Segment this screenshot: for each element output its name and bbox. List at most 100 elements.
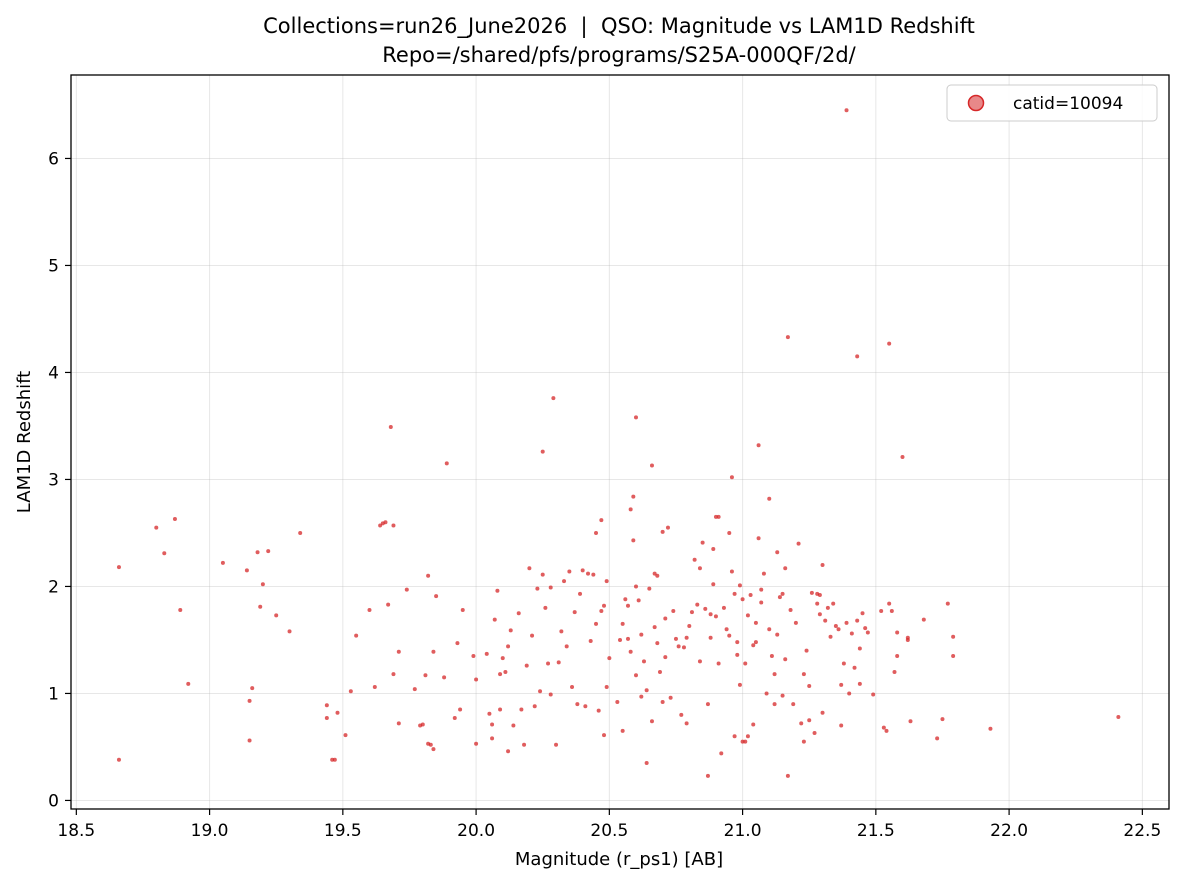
data-point [737, 583, 742, 588]
data-point [689, 610, 694, 615]
data-point [745, 613, 750, 618]
data-point [921, 617, 926, 622]
data-point [857, 681, 862, 686]
data-point [729, 569, 734, 574]
data-point [586, 571, 591, 576]
data-point [562, 579, 567, 584]
data-point [935, 736, 940, 741]
data-point [567, 569, 572, 574]
data-point [735, 652, 740, 657]
x-tick-label: 20.0 [457, 821, 495, 841]
data-point [759, 587, 764, 592]
data-point [556, 660, 561, 665]
data-point [178, 607, 183, 612]
data-point [727, 633, 732, 638]
data-point [748, 593, 753, 598]
data-point [665, 525, 670, 530]
data-point [426, 573, 431, 578]
data-point [255, 550, 260, 555]
x-tick-label: 18.5 [57, 821, 95, 841]
data-point [740, 597, 745, 602]
data-point [673, 636, 678, 641]
data-point [625, 603, 630, 608]
data-point [298, 530, 303, 535]
data-point [116, 565, 121, 570]
data-point [695, 602, 700, 607]
data-point [785, 773, 790, 778]
data-point [708, 612, 713, 617]
data-point [644, 760, 649, 765]
data-point [564, 644, 569, 649]
data-point [769, 653, 774, 658]
data-point [508, 628, 513, 633]
y-axis-label: LAM1D Redshift [14, 371, 35, 513]
data-point [471, 653, 476, 658]
data-point [348, 689, 353, 694]
legend: catid=10094 [946, 84, 1158, 122]
data-point [625, 636, 630, 641]
data-point [367, 607, 372, 612]
data-point [663, 655, 668, 660]
data-point [623, 597, 628, 602]
y-tick-label: 1 [48, 684, 59, 704]
data-point [727, 530, 732, 535]
data-point [548, 692, 553, 697]
grid [71, 75, 1169, 809]
data-point [591, 572, 596, 577]
data-point [633, 584, 638, 589]
data-point [807, 718, 812, 723]
data-point [772, 672, 777, 677]
data-point [247, 738, 252, 743]
data-point [639, 632, 644, 637]
data-point [266, 549, 271, 554]
data-point [657, 670, 662, 675]
data-point [660, 529, 665, 534]
data-point [116, 757, 121, 762]
data-point [511, 723, 516, 728]
y-tick-label: 0 [48, 791, 59, 811]
data-point [649, 463, 654, 468]
data-point [599, 518, 604, 523]
data-point [775, 632, 780, 637]
data-point [663, 616, 668, 621]
data-point [756, 536, 761, 541]
data-point [753, 640, 758, 645]
data-point [711, 582, 716, 587]
chart-title: Collections=run26_June2026 | QSO: Magnit… [263, 14, 975, 39]
data-point [559, 629, 564, 634]
data-point [711, 546, 716, 551]
data-point [772, 702, 777, 707]
data-point [697, 566, 702, 571]
data-point [354, 633, 359, 638]
data-point [847, 691, 852, 696]
data-point [849, 631, 854, 636]
data-point [855, 354, 860, 359]
data-point [522, 742, 527, 747]
data-point [570, 685, 575, 690]
data-point [945, 601, 950, 606]
legend-label: catid=10094 [1013, 94, 1123, 114]
data-point [644, 688, 649, 693]
data-point [543, 605, 548, 610]
y-tick-label: 2 [48, 577, 59, 597]
data-point [620, 621, 625, 626]
data-point [820, 563, 825, 568]
data-point [684, 635, 689, 640]
data-point [705, 702, 710, 707]
data-point [692, 557, 697, 562]
data-point [809, 590, 814, 595]
data-point [538, 689, 543, 694]
data-point [423, 673, 428, 678]
data-point [780, 591, 785, 596]
data-point [687, 624, 692, 629]
data-point [751, 643, 756, 648]
data-point [487, 711, 492, 716]
data-point [452, 716, 457, 721]
data-point [633, 415, 638, 420]
data-point [831, 601, 836, 606]
data-point [759, 600, 764, 605]
data-point [801, 672, 806, 677]
data-point [455, 641, 460, 646]
data-point [274, 613, 279, 618]
data-point [618, 637, 622, 642]
